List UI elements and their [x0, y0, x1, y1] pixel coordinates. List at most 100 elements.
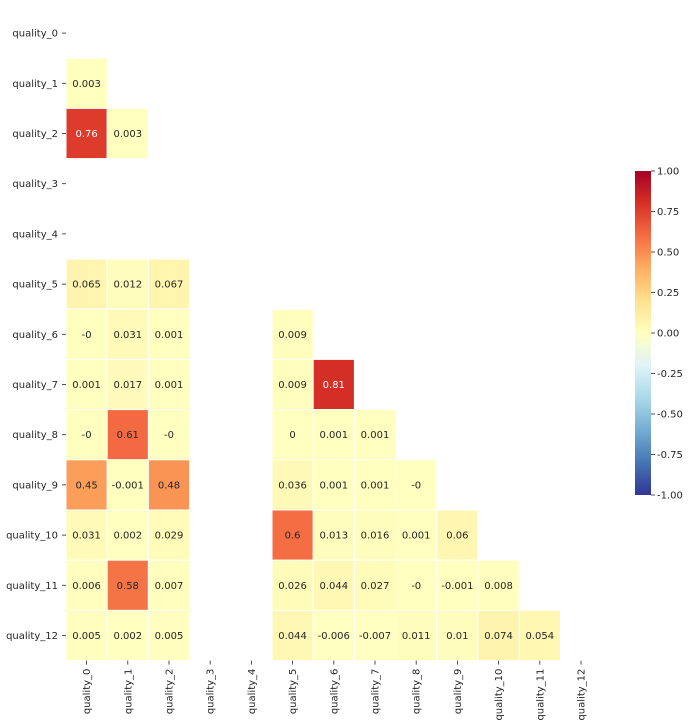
heatmap-cell [395, 559, 438, 611]
x-tick-label: quality_8 [412, 669, 423, 715]
colorbar-tick-label: 0.25 [657, 288, 679, 299]
colorbar-tick-label: 0.00 [657, 329, 679, 340]
cell-value-label: 0.054 [525, 631, 554, 642]
colorbar-tick-label: 0.50 [657, 248, 679, 259]
colorbar-ticks: 1.00 0.75 0.50 0.25 0.00 -0.25 -0.50 -0.75 -1.00 [651, 167, 683, 502]
cell-value-label: 0.044 [278, 631, 307, 642]
heatmap-cell [65, 509, 108, 561]
x-tick-label: quality_4 [247, 669, 258, 715]
cell-value-label: 0.016 [361, 531, 390, 542]
cell-value-label: -0.006 [318, 631, 350, 642]
x-tick-label: quality_11 [535, 669, 546, 721]
heatmap-cell [106, 107, 149, 160]
heatmap-cell [477, 559, 520, 611]
cell-value-label: 0.48 [158, 480, 180, 491]
heatmap-cell [106, 459, 149, 511]
cell-value-label: 0.074 [484, 631, 513, 642]
heatmap-cell [106, 609, 149, 662]
y-tick-label: quality_7 [12, 380, 58, 391]
cell-value-label: 0.61 [117, 430, 139, 441]
cell-value-label: 0.036 [278, 480, 307, 491]
cell-value-label: 0.067 [155, 280, 184, 291]
cell-value-label: 0.001 [402, 531, 431, 542]
cell-value-label: 0.006 [72, 581, 101, 592]
cell-value-label: 0.81 [323, 380, 345, 391]
cell-value-label: -0 [82, 330, 92, 341]
cell-value-label: 0.005 [72, 631, 101, 642]
heatmap-cell [353, 609, 397, 662]
cell-value-label: 0.027 [361, 581, 390, 592]
cell-value-label: 0.017 [113, 380, 142, 391]
heatmap-cell [395, 459, 438, 511]
cell-value-label: -0 [411, 581, 421, 592]
heatmap-cell [353, 559, 397, 611]
heatmap-cell [271, 409, 314, 461]
y-tick-label: quality_8 [12, 430, 58, 441]
cell-value-label: 0.002 [113, 531, 142, 542]
x-tick-label: quality_3 [206, 669, 217, 715]
colorbar-tick-label: 1.00 [657, 167, 679, 178]
y-tick-label: quality_6 [12, 330, 58, 341]
heatmap-cell [518, 609, 561, 662]
cell-value-label: 0.009 [278, 380, 307, 391]
y-tick-label: quality_0 [12, 29, 58, 40]
cell-value-label: 0.001 [155, 380, 184, 391]
x-tick-label: quality_12 [577, 669, 588, 721]
cell-value-label: 0.013 [319, 531, 348, 542]
heatmap-cell [65, 107, 108, 160]
heatmap-cell [477, 609, 520, 662]
colorbar: 1.00 0.75 0.50 0.25 0.00 -0.25 -0.50 -0.75 -1.00 [635, 167, 683, 502]
heatmap-cell [65, 559, 108, 611]
y-axis-labels: quality_0 quality_1 quality_2 quality_3qual… [6, 29, 66, 642]
cell-value-label: 0.011 [402, 631, 431, 642]
cell-value-label: 0 [289, 430, 295, 441]
x-tick-label: quality_10 [494, 669, 505, 721]
heatmap-cell [312, 409, 355, 461]
cell-value-label: 0.001 [361, 480, 390, 491]
heatmap-cell [106, 409, 149, 461]
cell-value-label: 0.029 [155, 531, 184, 542]
heatmap-cell [353, 409, 397, 461]
y-tick-label: quality_9 [12, 480, 58, 491]
cell-value-label: -0.001 [441, 581, 473, 592]
cell-value-label: 0.012 [113, 280, 142, 291]
heatmap-cell [147, 559, 191, 611]
cell-value-label: 0.001 [155, 330, 184, 341]
heatmap-cell [147, 459, 191, 511]
cell-value-label: -0 [164, 430, 174, 441]
y-tick-label: quality_10 [6, 531, 58, 542]
heatmap-cell [312, 609, 355, 662]
heatmap-cell [271, 609, 314, 662]
x-tick-label: quality_6 [329, 669, 340, 715]
colorbar-tick-label: -0.50 [657, 410, 683, 421]
x-tick-label: quality_5 [288, 669, 299, 715]
cell-value-label: 0.003 [72, 79, 101, 90]
heatmap-cell [65, 459, 108, 511]
cell-value-label: -0.007 [359, 631, 391, 642]
cell-value-label: -0 [411, 480, 421, 491]
y-tick-label: quality_5 [12, 280, 58, 291]
cell-value-label: 0.008 [484, 581, 513, 592]
cell-value-label: 0.001 [361, 430, 390, 441]
heatmap-cell [353, 459, 397, 511]
x-tick-label: quality_9 [453, 669, 464, 715]
y-tick-label: quality_11 [6, 581, 58, 592]
cell-value-label: 0.001 [319, 430, 348, 441]
cell-value-label: 0.76 [75, 129, 97, 140]
cell-value-label: 0.031 [72, 531, 101, 542]
x-axis-labels: quality_0 quality_1 quality_2 quality_3 qual… [82, 660, 588, 721]
heatmap-cell [147, 509, 191, 561]
heatmap-cell [147, 258, 191, 310]
cell-value-label: -0 [82, 430, 92, 441]
heatmap-cell [106, 358, 149, 411]
x-tick-label: quality_7 [371, 669, 382, 715]
cell-value-label: 0.001 [72, 380, 101, 391]
heatmap-cells: 0.003 0.76 0.003 0.065 0.012 0.067 -0 0.031 0.00… [65, 57, 561, 662]
y-tick-label: quality_12 [6, 631, 58, 642]
colorbar-tick-label: -1.00 [657, 491, 683, 502]
cell-value-label: 0.007 [155, 581, 184, 592]
heatmap-cell [147, 409, 191, 461]
cell-value-label: 0.026 [278, 581, 307, 592]
heatmap-cell [271, 358, 314, 411]
